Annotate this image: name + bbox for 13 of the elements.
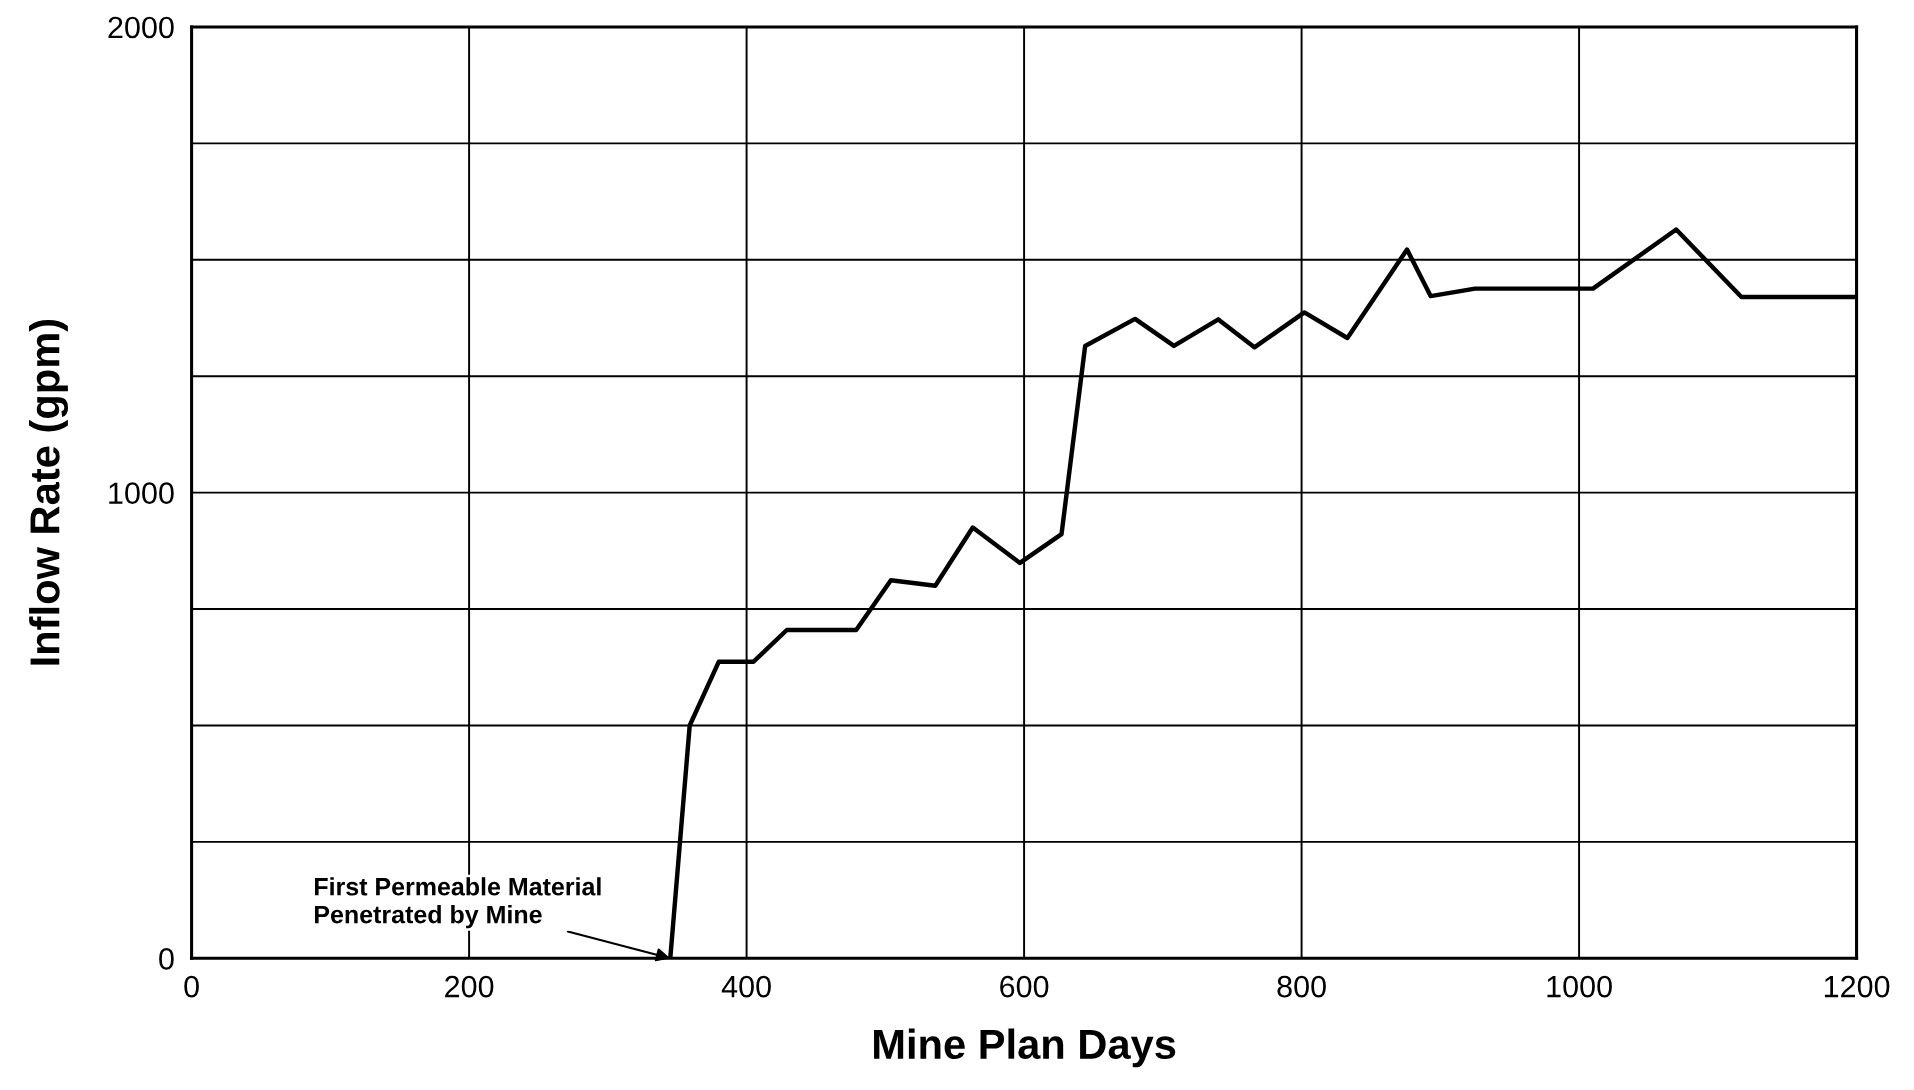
x-tick-label: 800 <box>1277 975 1326 998</box>
y-tick-label: 2000 <box>108 16 174 39</box>
x-axis-title: Mine Plan Days <box>874 1028 1176 1068</box>
y-axis-title: Inflow Rate (gpm) <box>29 319 69 665</box>
x-tick-label: 200 <box>445 975 494 998</box>
annotation: First Permeable Material Penetrated by Mine <box>315 877 601 929</box>
x-tick-label: 0 <box>184 975 199 998</box>
x-tick-label: 400 <box>721 975 771 998</box>
y-tick-label: 1000 <box>109 482 174 504</box>
x-tick-label: 1200 <box>1824 975 1890 998</box>
y-tick-label: 0 <box>159 948 174 970</box>
x-tick-label: 1000 <box>1547 975 1612 998</box>
x-tick-label: 600 <box>1000 975 1049 998</box>
